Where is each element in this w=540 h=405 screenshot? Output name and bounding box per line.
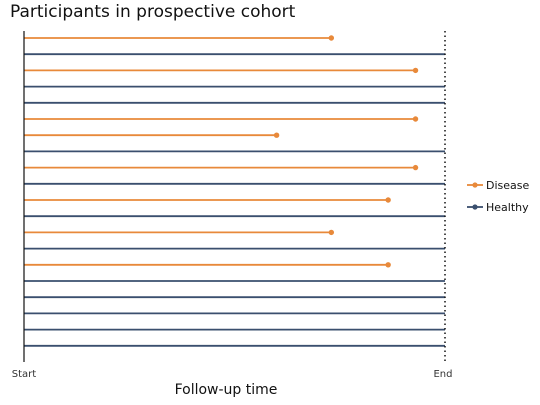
event-point-3 xyxy=(412,67,419,74)
legend-label-healthy: Healthy xyxy=(486,201,529,214)
legend-dot-healthy xyxy=(472,204,478,210)
event-point-11 xyxy=(385,197,391,203)
event-point-9 xyxy=(412,164,419,171)
event-point-13 xyxy=(328,229,335,236)
event-point-15 xyxy=(385,262,391,268)
event-point-7 xyxy=(273,132,280,138)
event-point-6 xyxy=(412,116,419,122)
event-point-1 xyxy=(328,35,335,41)
legend-item-healthy: Healthy xyxy=(467,201,529,214)
chart-title: Participants in prospective cohort xyxy=(10,2,296,22)
legend-item-disease: Disease xyxy=(467,179,529,192)
legend: Disease Healthy xyxy=(467,179,529,214)
x-axis-label: Follow-up time xyxy=(175,382,278,398)
x-tick-label-start: Start xyxy=(12,369,37,380)
legend-dot-disease xyxy=(472,182,478,188)
participant-lines xyxy=(24,35,445,347)
x-tick-label-end: End xyxy=(433,369,452,380)
legend-label-disease: Disease xyxy=(486,179,529,192)
